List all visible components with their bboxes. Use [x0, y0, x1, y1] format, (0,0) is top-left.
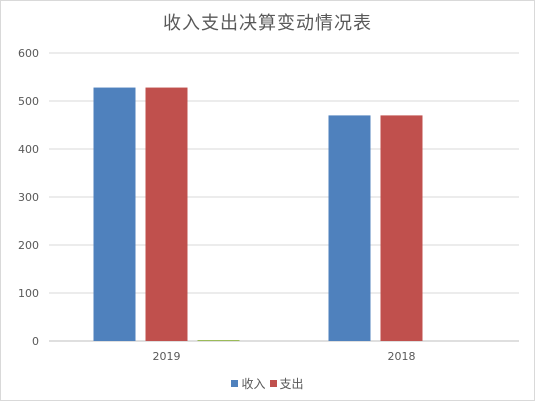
legend-swatch: [269, 380, 277, 387]
bar-收入-2019: [93, 87, 136, 341]
chart-legend: 收入 支出: [1, 375, 534, 392]
y-tick-label: 0: [32, 335, 39, 348]
legend-label: 收入: [241, 377, 266, 391]
chart-title: 收入支出决算变动情况表: [163, 13, 372, 34]
y-tick-label: 100: [18, 287, 39, 300]
y-tick-label: 500: [18, 95, 39, 108]
legend-item: 收入: [231, 375, 266, 392]
x-tick-label: 2019: [153, 350, 181, 363]
legend-swatch: [231, 380, 239, 387]
legend-label: 支出: [279, 377, 304, 391]
y-tick-label: 200: [18, 239, 39, 252]
legend-item: 支出: [269, 375, 304, 392]
y-tick-label: 300: [18, 191, 39, 204]
x-tick-label: 2018: [388, 350, 416, 363]
y-tick-label: 400: [18, 143, 39, 156]
bar-收入-2018: [328, 115, 371, 342]
bar-支出-2019: [145, 87, 188, 341]
bar-series-3-2019: [197, 340, 240, 341]
y-tick-label: 600: [18, 47, 39, 60]
bar-支出-2018: [380, 115, 423, 342]
